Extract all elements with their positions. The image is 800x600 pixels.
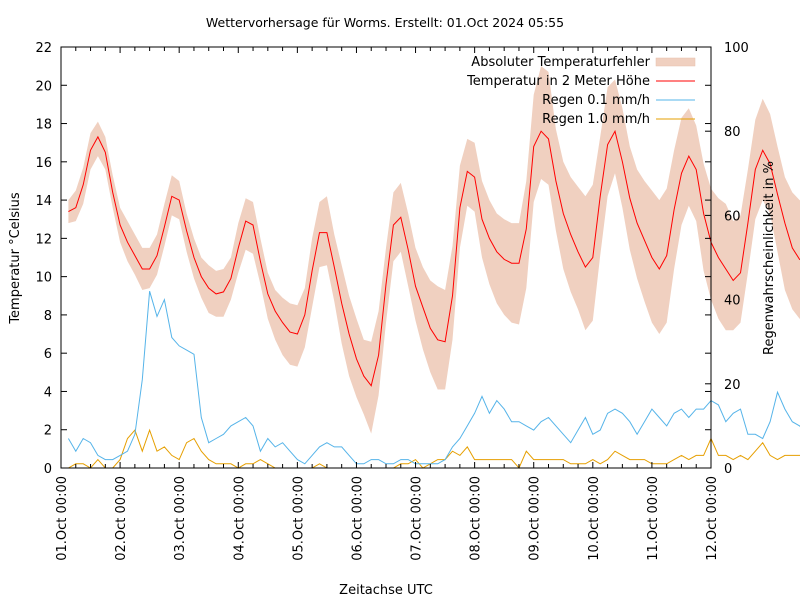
- legend-label: Absoluter Temperaturfehler: [471, 55, 650, 70]
- y2-tick-label: 40: [724, 294, 741, 309]
- rain-1mm-line: [68, 428, 800, 469]
- y2-tick-label: 0: [724, 462, 732, 477]
- temperature-line: [68, 129, 800, 387]
- y-tick-label: 22: [35, 41, 52, 56]
- y-axis-label: Temperatur °Celsius: [8, 192, 23, 325]
- y2-tick-label: 80: [724, 125, 741, 140]
- y-tick-label: 10: [35, 271, 52, 286]
- legend-label: Regen 1.0 mm/h: [542, 112, 650, 127]
- x-tick-label: 07.Oct 00:00: [410, 476, 425, 561]
- x-axis-label: Zeitachse UTC: [339, 583, 433, 598]
- y-tick-label: 14: [35, 194, 52, 209]
- y-tick-label: 0: [44, 462, 52, 477]
- chart-title: Wettervorhersage für Worms. Erstellt: 01…: [206, 15, 564, 30]
- x-tick-label: 03.Oct 00:00: [173, 476, 188, 561]
- y2-tick-label: 60: [724, 209, 741, 224]
- rain-0.1mm-line: [67, 291, 800, 465]
- legend-label: Temperatur in 2 Meter Höhe: [466, 74, 650, 89]
- x-tick-label: 08.Oct 00:00: [469, 476, 484, 561]
- legend-swatch: [655, 57, 696, 67]
- y-axis-left: 0 2 4 6 8 10 12 14 16 18 20 22: [35, 41, 711, 477]
- y-tick-label: 8: [44, 309, 52, 324]
- y-tick-label: 18: [35, 118, 52, 133]
- x-tick-label: 10.Oct 00:00: [587, 476, 602, 561]
- x-tick-label: 12.Oct 00:00: [705, 476, 720, 561]
- x-tick-label: 06.Oct 00:00: [350, 476, 365, 561]
- x-tick-label: 05.Oct 00:00: [291, 476, 306, 561]
- y-tick-label: 12: [35, 232, 52, 247]
- y-tick-label: 6: [44, 347, 52, 362]
- x-tick-label: 01.Oct 00:00: [55, 476, 70, 561]
- y2-tick-label: 20: [724, 378, 741, 393]
- y-tick-label: 4: [44, 385, 52, 400]
- temperature-error-band: [68, 66, 800, 434]
- plot-marks: [67, 66, 800, 469]
- legend: Absoluter Temperaturfehler Temperatur in …: [466, 55, 696, 127]
- y2-tick-label: 100: [724, 41, 749, 56]
- legend-label: Regen 0.1 mm/h: [542, 93, 650, 108]
- x-axis: 01.Oct 00:00 02.Oct 00:00 03.Oct 00:00 04.O…: [55, 47, 720, 561]
- y-tick-label: 2: [44, 424, 52, 439]
- x-tick-label: 09.Oct 00:00: [528, 476, 543, 561]
- y-tick-label: 20: [35, 79, 52, 94]
- x-tick-label: 04.Oct 00:00: [232, 476, 247, 561]
- y-axis-right: 0 20 40 60 80 100: [705, 41, 749, 477]
- y-tick-label: 16: [35, 156, 52, 171]
- y2-axis-label: Regenwahrscheinlichkeit in %: [762, 161, 777, 355]
- x-tick-label: 11.Oct 00:00: [646, 476, 661, 561]
- x-tick-label: 02.Oct 00:00: [114, 476, 129, 561]
